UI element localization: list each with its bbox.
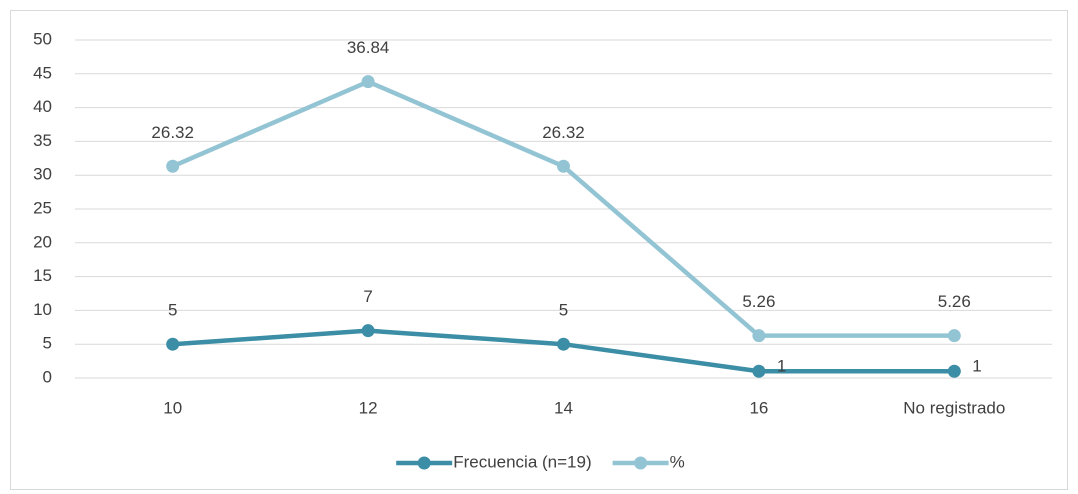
legend-item: % — [612, 452, 685, 471]
marker — [947, 364, 961, 378]
y-tick-label: 10 — [33, 300, 52, 319]
y-tick-label: 50 — [33, 29, 52, 48]
y-tick-label: 20 — [33, 232, 52, 251]
x-tick-label: 16 — [749, 398, 768, 417]
chart-frame — [10, 10, 1068, 490]
legend-marker — [417, 456, 431, 470]
data-label: 5.26 — [938, 292, 971, 311]
y-tick-label: 45 — [33, 63, 52, 82]
x-tick-label: 14 — [554, 398, 573, 417]
marker — [752, 329, 766, 343]
data-label: 36.84 — [347, 38, 390, 57]
data-label: 5 — [559, 301, 568, 320]
x-tick-label: 10 — [163, 398, 182, 417]
y-tick-label: 30 — [33, 165, 52, 184]
x-tick-label: 12 — [359, 398, 378, 417]
y-tick-label: 40 — [33, 97, 52, 116]
legend-label: % — [670, 452, 685, 471]
marker — [166, 159, 180, 173]
legend-item: Frecuencia (n=19) — [396, 452, 592, 471]
y-tick-label: 0 — [43, 367, 52, 386]
legend-label: Frecuencia (n=19) — [453, 452, 591, 471]
x-tick-label: No registrado — [903, 398, 1005, 417]
y-tick-label: 35 — [33, 131, 52, 150]
y-tick-label: 5 — [43, 334, 52, 353]
data-label: 5 — [168, 301, 177, 320]
data-label: 26.32 — [151, 123, 194, 142]
marker — [361, 324, 375, 338]
data-label: 7 — [363, 287, 372, 306]
y-tick-label: 25 — [33, 198, 52, 217]
marker — [557, 159, 570, 173]
legend-marker — [634, 456, 648, 470]
data-label: 5.26 — [742, 292, 775, 311]
data-label: 26.32 — [542, 123, 585, 142]
marker — [361, 75, 375, 89]
data-label: 1 — [777, 357, 786, 376]
marker — [557, 337, 570, 351]
marker — [947, 329, 961, 343]
marker — [752, 364, 766, 378]
data-label: 1 — [972, 357, 981, 376]
marker — [166, 337, 180, 351]
y-tick-label: 15 — [33, 266, 52, 285]
